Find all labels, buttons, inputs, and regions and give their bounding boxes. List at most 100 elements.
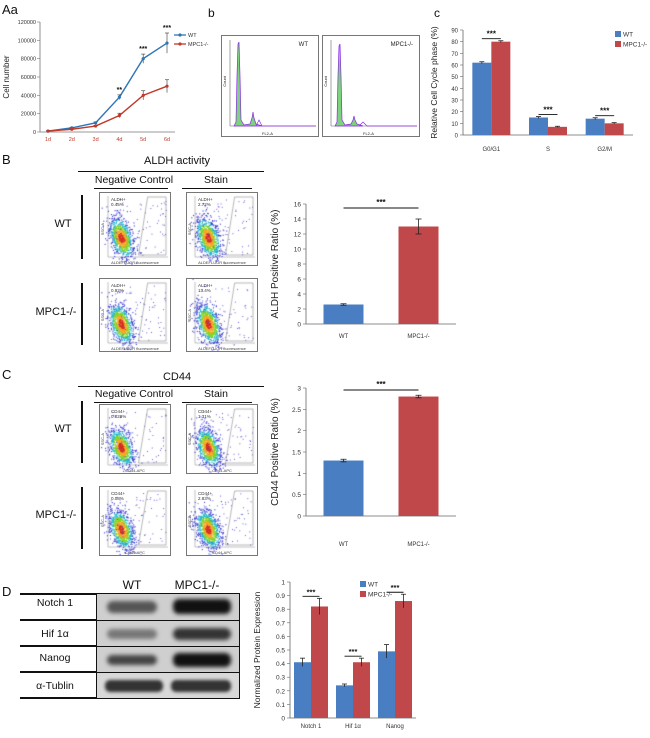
y-tick-label: 14 <box>294 217 302 224</box>
y-tick-label: 0 <box>33 130 36 136</box>
significance-marker: ** <box>117 87 123 94</box>
data-point <box>141 57 145 61</box>
scatter-density <box>187 487 257 555</box>
y-axis-label: SSC-A <box>100 515 105 528</box>
data-point <box>117 95 121 99</box>
legend-label: MPC1-/- <box>188 42 209 48</box>
series-line <box>47 42 168 132</box>
y-tick-label: 40 <box>451 87 458 93</box>
legend-swatch <box>615 31 621 37</box>
bar <box>529 117 548 135</box>
y-tick-label: 1.5 <box>292 450 301 457</box>
gate-name: CD44+ <box>198 491 213 496</box>
y-axis-label: SSC-A <box>187 433 192 446</box>
gate-label: ALDH+ 13.4% <box>198 283 213 293</box>
cd44-stain-label: Stain <box>204 388 228 400</box>
y-tick-label: 0.2 <box>276 688 285 695</box>
y-tick-label: 1 <box>297 471 301 478</box>
y-tick-label: 40000 <box>21 93 36 99</box>
y-axis-label: CD44 Positive Ratio (%) <box>270 398 281 506</box>
x-axis-label: CD44-APC <box>125 468 145 473</box>
x-axis-label: ALDEFLUOR fluorescence <box>198 260 246 265</box>
histogram-mpc1-xlabel: FL2-A <box>363 131 374 136</box>
gate-value: 2.83% <box>198 496 211 501</box>
x-tick-label: 4d <box>116 137 122 143</box>
bar-chart-protein-expression: 0 0.1 0.2 0.3 0.4 0.5 0.6 0.7 0.8 0.9 1 Normalized … <box>252 580 416 730</box>
y-tick-label: 16 <box>294 202 302 209</box>
aldh-neg-rule <box>94 188 168 189</box>
flow-plot-cd44-wt-neg: CD44+ 0.029% CD44-APC SSC-A <box>99 404 171 474</box>
bar <box>323 304 364 324</box>
cd44-neg-rule <box>94 402 168 403</box>
y-tick-label: 0.3 <box>276 675 285 682</box>
scatter-density <box>100 487 170 555</box>
y-tick-label: 0 <box>455 134 459 140</box>
cd44-title-rule <box>78 386 264 387</box>
significance-marker: *** <box>391 583 400 592</box>
panel-label-B: B <box>2 152 11 167</box>
gate-value: 2.72% <box>198 202 211 207</box>
x-tick-label: G0/G1 <box>482 147 500 153</box>
x-tick-label: Notch 1 <box>301 724 322 730</box>
x-tick-label: 1d <box>45 137 51 143</box>
y-axis-label: SSC-A <box>187 515 192 528</box>
x-tick-label: MPC1-/- <box>407 334 429 340</box>
blot-band-hif1a <box>96 620 240 647</box>
significance-marker: *** <box>163 25 171 32</box>
y-tick-label: 0.9 <box>276 593 285 600</box>
x-axis-label: CD44-APC <box>212 550 232 555</box>
x-tick-label: Nanog <box>386 724 404 730</box>
histogram-wt: WT FL2-A Count <box>221 35 319 137</box>
panel-label-b: b <box>208 6 215 20</box>
y-tick-label: 2 <box>297 307 301 314</box>
bar <box>353 662 370 718</box>
y-tick-label: 50 <box>451 75 458 81</box>
y-tick-label: 20000 <box>21 112 36 118</box>
panel-label-A: Aa <box>2 2 18 17</box>
legend-label: WT <box>368 582 378 589</box>
y-tick-label: 1 <box>281 580 285 587</box>
y-axis-label: Normalized Protein Expression <box>252 591 262 708</box>
data-point <box>141 93 145 97</box>
bar <box>398 226 439 324</box>
panel-label-C: C <box>2 367 12 382</box>
blot-row-label-nanog: Nanog <box>39 652 71 664</box>
x-tick-label: G2/M <box>597 147 612 153</box>
gate-label: CD44+ 1.31% <box>198 409 212 419</box>
data-point <box>117 113 121 118</box>
histogram-wt-ylabel: Count <box>222 76 227 87</box>
y-tick-label: 3 <box>297 386 301 393</box>
significance-marker: *** <box>376 380 386 389</box>
bar-chart-cd44: 0 0.5 1 1.5 2 2.5 3 CD44 Positive Ratio (%) WT MP… <box>270 380 456 548</box>
gate-name: ALDH+ <box>198 197 213 202</box>
bar-chart-aldh: 0 2 4 6 8 10 12 14 16 ALDH Positive Ratio (%) WT MP… <box>270 198 456 340</box>
significance-marker: *** <box>349 647 358 656</box>
gate-value: 1.31% <box>198 414 211 419</box>
legend-label: MPC1-/- <box>368 592 392 599</box>
y-tick-label: 0.4 <box>276 661 285 668</box>
legend-swatch <box>360 591 366 597</box>
flow-plot-aldh-wt-stain: ALDH+ 2.72% ALDEFLUOR fluorescence SSC-A <box>186 192 258 266</box>
data-point <box>94 124 98 128</box>
x-axis-label: CD44-APC <box>125 550 145 555</box>
blot-band-notch1 <box>96 593 240 621</box>
aldh-row-mpc1: MPC1-/- <box>35 306 77 318</box>
legend-label: WT <box>623 32 633 39</box>
data-point <box>165 84 169 88</box>
bar <box>548 126 567 135</box>
histogram-wt-label: WT <box>298 42 308 48</box>
bar <box>336 685 353 718</box>
cd44-title: CD44 <box>162 371 192 383</box>
panel-label-D: D <box>2 584 12 599</box>
x-tick-label: WT <box>339 542 349 548</box>
significance-marker: *** <box>487 30 497 39</box>
cd44-row-wt-bar <box>81 401 83 463</box>
y-tick-label: 30 <box>451 99 458 105</box>
histogram-mpc1-ylabel: Count <box>323 76 328 87</box>
flow-plot-cd44-mpc1-neg: CD44+ 0.08% CD44-APC SSC-A <box>99 486 171 556</box>
x-tick-label: 3d <box>93 137 99 143</box>
y-axis-label: SSC-A <box>100 309 105 322</box>
y-tick-label: 60000 <box>21 75 36 81</box>
x-tick-label: S <box>546 147 550 153</box>
scatter-density <box>100 279 170 351</box>
